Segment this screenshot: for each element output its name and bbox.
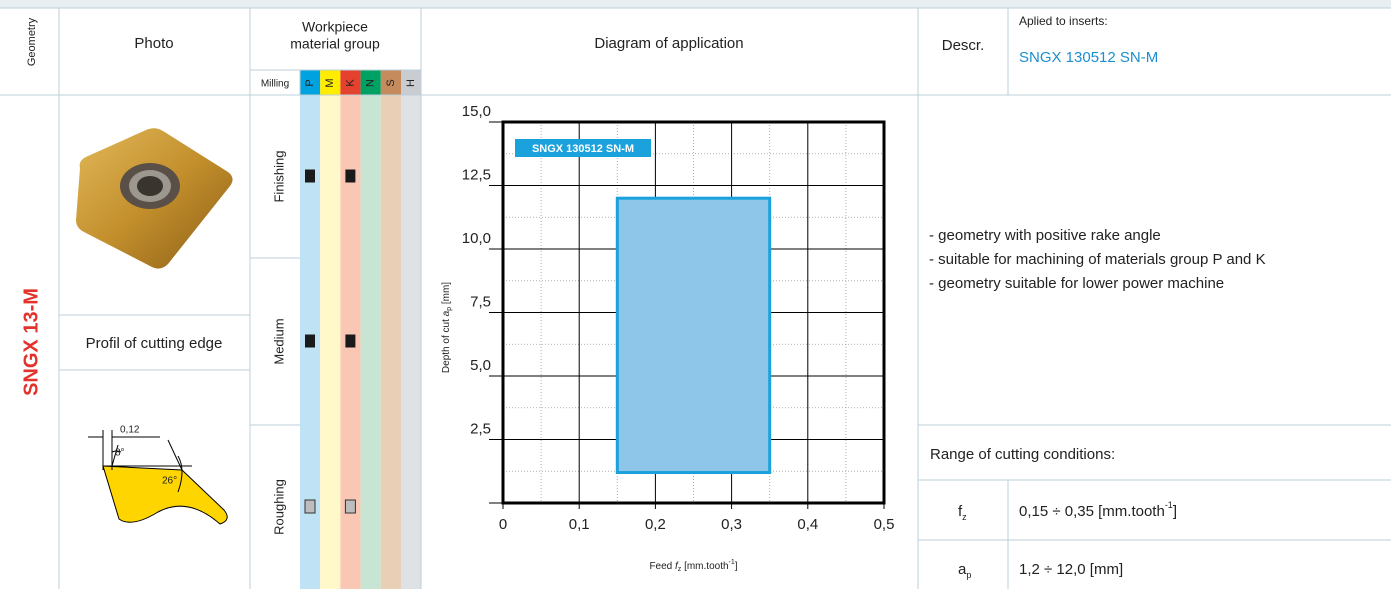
legend-label: SNGX 130512 SN-M (532, 143, 634, 155)
value-end: ] (1173, 503, 1177, 520)
profile-dimension: 26° (162, 476, 177, 487)
label-part: Depth of cut (441, 316, 452, 373)
profile-dimension: 0,12 (120, 425, 140, 436)
profile-title: Profil of cutting edge (86, 335, 223, 352)
y-tick-label: 15,0 (462, 103, 491, 120)
group-mark (345, 500, 355, 513)
condition-value: 0,15 ÷ 0,35 [mm.tooth-1] (1019, 500, 1177, 520)
profile-dimension: 8° (115, 448, 125, 459)
group-mark (305, 170, 315, 183)
y-tick-label: 2,5 (470, 420, 491, 437)
subscript: p (966, 570, 971, 580)
group-mark (345, 170, 355, 183)
group-column (401, 95, 421, 589)
photo-header: Photo (134, 35, 173, 52)
conditions-title: Range of cutting conditions: (930, 446, 1115, 463)
group-column (320, 95, 340, 589)
y-tick-label: 12,5 (462, 166, 491, 183)
value: 1,2 ÷ 12,0 [mm] (1019, 561, 1123, 578)
y-tick-label: 10,0 (462, 230, 491, 247)
workpiece-header: Workpiece (302, 19, 368, 35)
page: {"header": {"geometry": "Geometry", "pho… (0, 0, 1391, 589)
group-mark (305, 500, 315, 513)
label-part: Feed (649, 561, 675, 572)
condition-symbol: ap (958, 561, 971, 580)
y-axis-label: Depth of cut ap [mm] (441, 282, 453, 373)
x-tick-label: 0,1 (569, 516, 590, 533)
x-tick-label: 0,4 (797, 516, 818, 533)
label-part: [mm] (441, 282, 452, 307)
group-letter: P (304, 79, 316, 86)
diagram-header: Diagram of application (594, 35, 743, 52)
insert-photo (76, 128, 233, 268)
group-mark (345, 335, 355, 348)
description-line: - geometry with positive rake angle (929, 227, 1161, 244)
condition-value: 1,2 ÷ 12,0 [mm] (1019, 561, 1123, 578)
applied-label: Aplied to inserts: (1019, 14, 1108, 28)
description-line: - suitable for machining of materials gr… (929, 251, 1266, 268)
label-part: ] (735, 561, 738, 572)
profile-drawing (88, 430, 227, 524)
group-column (361, 95, 381, 589)
applied-insert: SNGX 130512 SN-M (1019, 49, 1158, 66)
application-range (617, 198, 769, 472)
x-tick-label: 0,5 (874, 516, 895, 533)
operation-name: Medium (271, 318, 286, 364)
group-letter: N (365, 79, 377, 87)
x-tick-label: 0,3 (721, 516, 742, 533)
label-part: [mm.tooth (681, 561, 728, 572)
group-column (381, 95, 401, 589)
y-tick-label: 5,0 (470, 357, 491, 374)
x-tick-label: 0 (499, 516, 507, 533)
operation-name: Finishing (271, 150, 286, 202)
operation-name: Roughing (271, 479, 286, 535)
group-letter: K (344, 79, 356, 87)
subscript: z (962, 512, 967, 522)
descr-header: Descr. (942, 37, 985, 54)
top-strip (0, 0, 1391, 8)
x-tick-label: 0,2 (645, 516, 666, 533)
y-tick-label: 7,5 (470, 293, 491, 310)
geometry-header: Geometry (26, 17, 38, 66)
group-letter: H (405, 79, 417, 87)
workpiece-header: material group (290, 36, 380, 52)
group-mark (305, 335, 315, 348)
value: 0,15 ÷ 0,35 [mm.tooth (1019, 503, 1165, 520)
milling-label: Milling (261, 79, 289, 90)
description-line: - geometry suitable for lower power mach… (929, 275, 1224, 292)
x-axis-label: Feed fz [mm.tooth-1] (649, 559, 737, 573)
superscript: -1 (1165, 500, 1173, 510)
group-letter: S (385, 79, 397, 86)
geometry-name: SNGX 13-M (20, 288, 42, 396)
group-letter: M (324, 78, 336, 87)
catalog-sheet: P MK N S H Geometry Photo Workpiecematerial gro… (0, 0, 1391, 589)
condition-symbol: fz (958, 503, 967, 522)
